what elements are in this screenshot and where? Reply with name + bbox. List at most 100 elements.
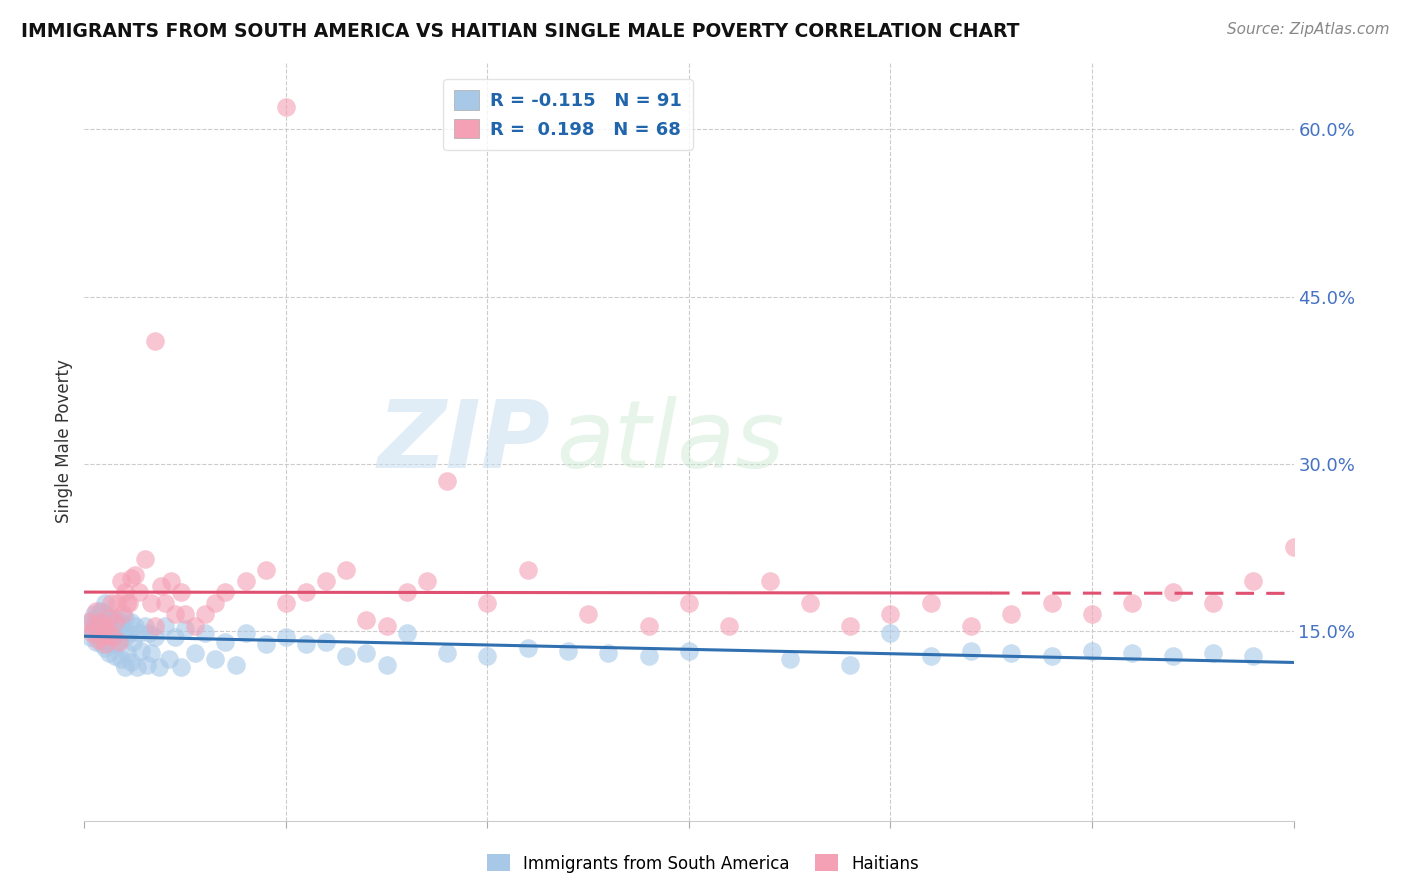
Point [89,615,111,630]
Point [436,646,458,660]
Point [101,637,124,651]
Point [87,626,110,640]
Point [91,622,114,636]
Y-axis label: Single Male Poverty: Single Male Poverty [55,359,73,524]
Point [165,607,187,622]
Point [160,574,183,588]
Point [143,630,166,644]
Point [135,657,157,672]
Point [128,585,150,599]
Point [139,596,162,610]
Point [356,646,378,660]
Point [128,626,150,640]
Point [89,632,111,646]
Point [960,618,983,632]
Point [254,637,277,651]
Point [107,618,129,632]
Point [138,626,160,640]
Point [274,630,297,644]
Point [114,630,136,644]
Point [93,607,115,622]
Point [1000,646,1022,660]
Point [1121,646,1143,660]
Point [107,635,129,649]
Point [120,571,142,585]
Point [93,618,115,632]
Point [89,616,111,631]
Point [157,652,180,666]
Point [1081,644,1104,658]
Point [139,646,162,660]
Point [315,635,337,649]
Point [214,585,236,599]
Point [101,618,124,632]
Point [91,605,114,619]
Point [93,637,115,651]
Point [79,630,101,644]
Point [143,618,166,632]
Point [96,626,118,640]
Point [134,618,156,632]
Point [960,644,983,658]
Point [83,624,105,639]
Point [153,618,176,632]
Point [120,615,142,630]
Point [1040,648,1063,663]
Point [86,635,108,649]
Point [356,613,378,627]
Point [477,648,499,663]
Point [124,618,146,632]
Point [436,474,458,488]
Point [576,607,599,622]
Point [111,626,134,640]
Point [779,652,801,666]
Point [335,648,357,663]
Point [1161,585,1184,599]
Point [89,604,111,618]
Point [110,574,132,588]
Point [97,646,120,660]
Point [153,596,176,610]
Point [516,563,538,577]
Point [115,646,138,660]
Point [274,596,297,610]
Point [1081,607,1104,622]
Point [87,611,110,625]
Point [194,626,217,640]
Point [82,613,104,627]
Point [86,618,108,632]
Point [637,648,659,663]
Point [114,611,136,625]
Point [204,596,226,610]
Point [100,613,122,627]
Point [1202,596,1225,610]
Point [1241,574,1264,588]
Point [93,626,115,640]
Point [214,635,236,649]
Point [920,648,942,663]
Point [204,652,226,666]
Point [416,574,439,588]
Point [83,618,105,632]
Point [557,644,579,658]
Point [274,100,297,114]
Point [105,596,128,610]
Point [86,604,108,618]
Point [134,551,156,566]
Point [100,596,122,610]
Point [105,635,128,649]
Point [1040,596,1063,610]
Point [184,646,207,660]
Point [235,574,257,588]
Point [91,630,114,644]
Point [1241,648,1264,663]
Point [115,596,138,610]
Point [87,633,110,648]
Point [1282,541,1305,555]
Point [97,611,120,625]
Point [114,660,136,674]
Point [718,618,741,632]
Point [148,660,170,674]
Point [149,580,172,594]
Point [77,618,100,632]
